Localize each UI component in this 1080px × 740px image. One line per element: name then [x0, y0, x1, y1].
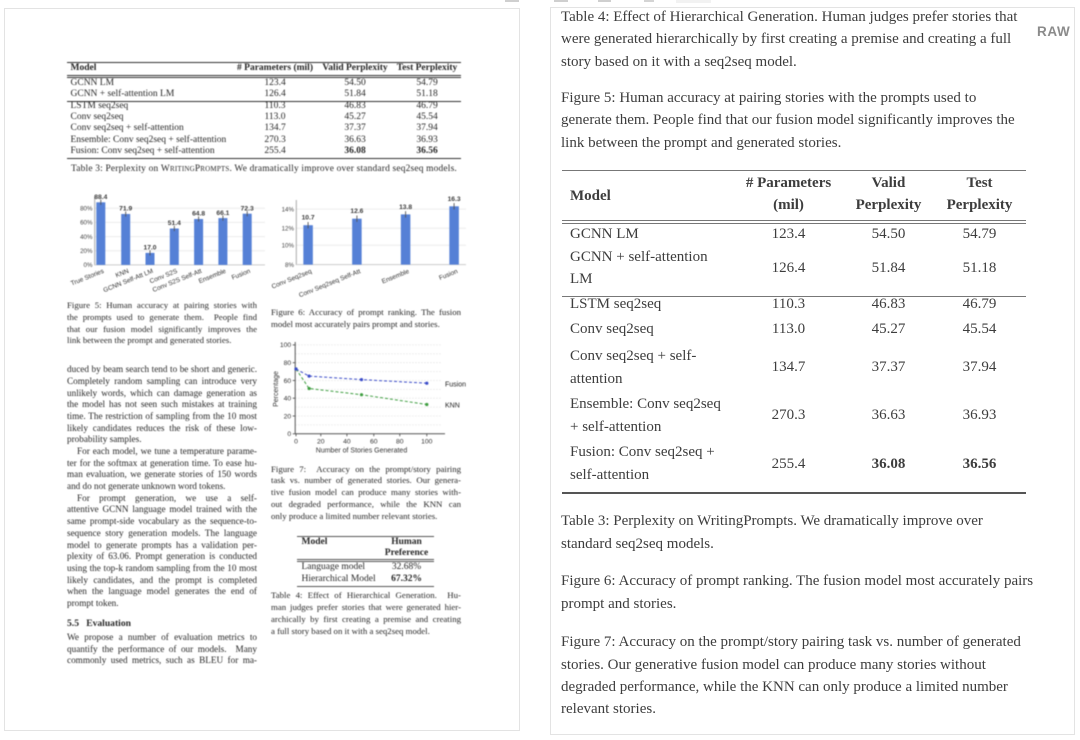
svg-text:Ensemble: Ensemble: [198, 268, 228, 285]
svg-text:51.4: 51.4: [168, 220, 181, 227]
svg-text:20%: 20%: [80, 248, 93, 255]
svg-text:12%: 12%: [282, 226, 295, 233]
svg-text:True Stories: True Stories: [70, 268, 106, 288]
svg-text:40: 40: [284, 396, 292, 403]
svg-text:0%: 0%: [84, 262, 93, 269]
svg-text:66.1: 66.1: [216, 210, 229, 217]
svg-text:20: 20: [317, 439, 325, 446]
svg-text:12.6: 12.6: [350, 208, 363, 215]
svg-text:Fusion: Fusion: [438, 268, 459, 282]
svg-text:0: 0: [294, 439, 298, 446]
svg-text:KNN: KNN: [445, 403, 460, 410]
svg-text:Ensemble: Ensemble: [381, 268, 411, 285]
svg-text:0: 0: [287, 431, 291, 438]
svg-text:20: 20: [284, 413, 292, 420]
svg-text:40: 40: [343, 439, 351, 446]
svg-text:60%: 60%: [80, 220, 93, 227]
svg-text:40%: 40%: [80, 234, 93, 241]
svg-text:8%: 8%: [285, 262, 294, 269]
svg-text:71.9: 71.9: [119, 206, 132, 213]
svg-text:80: 80: [396, 439, 404, 446]
svg-text:13.8: 13.8: [399, 204, 412, 211]
svg-text:100: 100: [421, 439, 433, 446]
svg-text:72.3: 72.3: [241, 205, 254, 212]
svg-text:10.7: 10.7: [302, 215, 315, 222]
svg-text:Fusion: Fusion: [445, 382, 466, 389]
svg-text:KNN: KNN: [115, 268, 131, 280]
svg-text:Number of Stories Generated: Number of Stories Generated: [316, 448, 408, 455]
svg-text:64.8: 64.8: [192, 211, 205, 218]
svg-text:100: 100: [280, 342, 292, 349]
svg-text:60: 60: [370, 439, 378, 446]
svg-text:Conv Seq2seq: Conv Seq2seq: [271, 268, 314, 291]
svg-text:14%: 14%: [282, 206, 295, 213]
svg-text:10%: 10%: [282, 243, 295, 250]
svg-text:17.0: 17.0: [143, 245, 156, 252]
svg-text:Percentage: Percentage: [273, 371, 280, 407]
svg-text:60: 60: [284, 378, 292, 385]
svg-text:80%: 80%: [80, 206, 93, 213]
svg-text:88.4: 88.4: [94, 194, 107, 201]
svg-text:16.3: 16.3: [448, 196, 461, 203]
svg-text:80: 80: [284, 360, 292, 367]
